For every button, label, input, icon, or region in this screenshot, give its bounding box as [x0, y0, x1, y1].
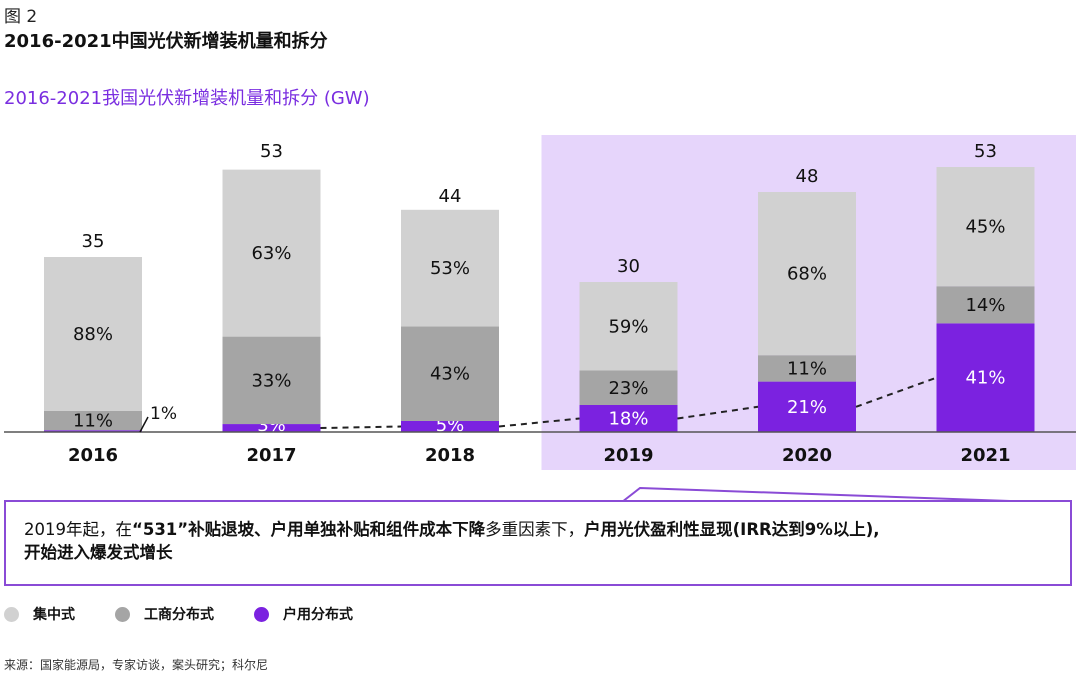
insight-callout: 2019年起，在“531”补贴退坡、户用单独补贴和组件成本下降多重因素下，户用光…: [4, 500, 1072, 586]
total-label-2019: 30: [617, 256, 640, 277]
bar-segment-2018-1: [401, 326, 499, 421]
source-note: 来源：国家能源局，专家访谈，案头研究；科尔尼: [4, 658, 269, 672]
x-tick-2017: 2017: [246, 445, 296, 466]
segment-label-2016-0: 1%: [150, 404, 177, 424]
callout-bold-3: 开始进入爆发式增长: [24, 543, 173, 562]
total-label-2016: 35: [82, 231, 105, 252]
x-tick-2018: 2018: [425, 445, 475, 466]
bar-segment-2019-0: [579, 405, 678, 432]
x-tick-2021: 2021: [960, 445, 1010, 466]
bar-segment-2016-1: [44, 411, 142, 431]
segment-label-2021-2: 45%: [965, 217, 1005, 238]
legend-swatch-residential: [254, 606, 269, 622]
callout-text-1: 2019年起，在: [24, 520, 132, 539]
bar-segment-2021-0: [936, 323, 1035, 432]
legend-label-commercial: 工商分布式: [144, 607, 214, 623]
legend: 集中式 工商分布式 户用分布式: [4, 604, 393, 624]
small-segment-leader: [139, 416, 149, 433]
bar-segment-2017-0: [222, 424, 321, 432]
segment-label-2019-2: 59%: [608, 316, 648, 337]
total-label-2021: 53: [974, 141, 997, 162]
callout-text-2: 多重因素下，: [485, 520, 585, 539]
legend-swatch-centralized: [4, 606, 19, 622]
x-tick-2020: 2020: [782, 445, 832, 466]
segment-label-2018-1: 43%: [430, 364, 470, 385]
bar-segment-2020-1: [758, 355, 856, 382]
bar-segment-2021-2: [936, 167, 1035, 287]
legend-label-centralized: 集中式: [33, 607, 75, 623]
callout-bold-1: “531”补贴退坡、户用单独补贴和组件成本下降: [132, 520, 486, 539]
x-tick-2016: 2016: [68, 445, 118, 466]
callout-bold-2: 户用光伏盈利性显现(IRR达到9%以上),: [584, 520, 880, 539]
segment-label-2018-2: 53%: [430, 258, 470, 279]
legend-swatch-commercial: [115, 606, 130, 622]
segment-label-2019-0: 18%: [608, 409, 648, 430]
segment-label-2017-2: 63%: [251, 243, 291, 264]
segment-label-2017-1: 33%: [251, 370, 291, 391]
legend-item-centralized: 集中式: [4, 604, 75, 624]
segment-label-2020-0: 21%: [787, 397, 827, 418]
bar-segment-2018-0: [401, 421, 499, 432]
x-tick-2019: 2019: [603, 445, 653, 466]
bar-segment-2017-1: [222, 336, 321, 425]
segment-label-2016-1: 11%: [73, 411, 113, 432]
segment-label-2020-2: 68%: [787, 264, 827, 285]
segment-label-2021-0: 41%: [965, 368, 1005, 389]
segment-label-2016-2: 88%: [73, 324, 113, 345]
legend-label-residential: 户用分布式: [283, 607, 353, 623]
bar-segment-2021-1: [936, 286, 1035, 324]
bar-segment-2017-2: [222, 169, 321, 337]
segment-label-2021-1: 14%: [965, 295, 1005, 316]
bar-segment-2020-0: [758, 381, 856, 432]
bar-segment-2016-2: [44, 257, 142, 411]
total-label-2017: 53: [260, 141, 283, 162]
chart-title: 2016-2021我国光伏新增装机量和拆分 (GW): [4, 88, 370, 109]
legend-item-residential: 户用分布式: [254, 604, 353, 624]
stacked-bar-chart: 11%88%3520163%33%63%5320175%43%53%442018…: [4, 135, 1076, 470]
figure-title: 2016-2021中国光伏新增装机量和拆分: [4, 31, 328, 52]
bar-segment-2020-2: [758, 192, 856, 356]
bar-segment-2016-0: [44, 430, 142, 432]
figure-label: 图 2: [4, 7, 38, 27]
bar-segment-2018-2: [401, 209, 499, 327]
bar-segment-2019-1: [579, 370, 678, 405]
total-label-2020: 48: [796, 166, 819, 187]
bar-segment-2019-2: [579, 282, 678, 371]
segment-label-2020-1: 11%: [787, 358, 827, 379]
legend-item-commercial: 工商分布式: [115, 604, 214, 624]
total-label-2018: 44: [439, 186, 462, 207]
segment-label-2019-1: 23%: [608, 378, 648, 399]
